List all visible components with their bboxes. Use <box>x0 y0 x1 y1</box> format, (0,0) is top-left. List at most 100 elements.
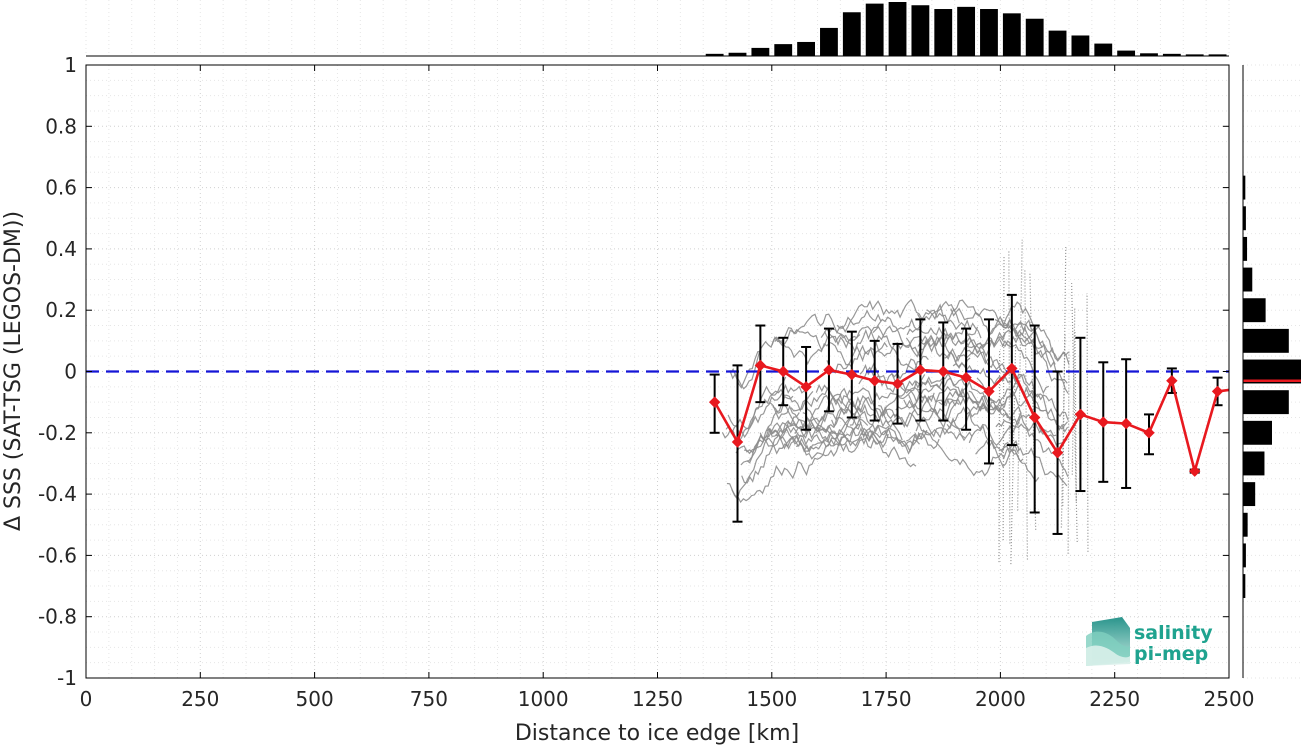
scatter-track <box>729 309 882 390</box>
right-histogram-bar <box>1243 451 1265 476</box>
top-histogram-bar <box>797 41 816 56</box>
scatter-track <box>858 366 926 392</box>
top-histogram-bar <box>1162 53 1181 56</box>
right-histogram-bar <box>1243 267 1253 292</box>
mean-marker <box>754 359 767 372</box>
scatter-track <box>746 394 836 464</box>
top-histogram-bar <box>1025 18 1044 57</box>
top-histogram-bar <box>705 53 724 56</box>
scatter-track <box>905 433 940 450</box>
mean-marker <box>1211 385 1224 398</box>
scatter-track <box>1029 271 1037 530</box>
mean-marker <box>1143 427 1155 439</box>
top-histogram-bar <box>957 6 976 56</box>
scatter-track <box>895 392 935 416</box>
scatter-track <box>1016 239 1023 511</box>
scatter-track <box>998 351 1001 563</box>
scatter-track <box>820 318 979 345</box>
top-histogram-bar <box>911 5 930 57</box>
mean-marker <box>868 374 881 387</box>
y-tick-label: -1 <box>57 666 77 690</box>
axis-ticks <box>85 64 1230 679</box>
logo-wave-icon <box>1086 617 1130 666</box>
mean-marker <box>983 385 995 398</box>
top-histogram-bar <box>1002 13 1021 56</box>
scatter-track <box>1071 283 1078 542</box>
scatter-track <box>844 417 903 441</box>
x-tick-label: 1500 <box>746 687 797 711</box>
scatter-track <box>815 372 968 414</box>
mean-marker <box>891 378 904 390</box>
top-histogram-bar <box>774 44 793 56</box>
mean-line <box>713 363 1229 477</box>
top-histogram <box>85 0 1230 57</box>
scatter-track <box>968 373 1069 433</box>
scatter-track <box>968 424 1020 453</box>
top-histogram-bar <box>820 27 838 56</box>
scatter-track <box>1071 307 1076 475</box>
right-histogram-bar <box>1243 206 1246 231</box>
mean-marker <box>777 365 789 378</box>
scatter-track <box>924 417 973 442</box>
scatter-track <box>995 411 1068 446</box>
right-histogram-bar <box>1243 390 1289 415</box>
scatter-track <box>771 326 861 351</box>
mean-marker <box>937 365 949 378</box>
logo-line1: salinity <box>1134 622 1213 644</box>
scatter-track <box>826 341 888 374</box>
right-histogram-bar <box>1243 512 1248 537</box>
scatter-track <box>766 428 877 453</box>
mean-marker <box>1051 447 1064 459</box>
mean-marker <box>1166 374 1178 387</box>
y-axis-label: Δ SSS (SAT-TSG (LEGOS-DM)) <box>1 211 26 531</box>
x-tick-label: 0 <box>80 687 93 711</box>
scatter-track <box>878 388 1030 415</box>
y-tick-label: 0.4 <box>45 237 77 261</box>
x-tick-label: 2250 <box>1089 687 1140 711</box>
y-tick-label: 0.6 <box>45 176 77 200</box>
top-histogram-bars <box>705 2 1227 57</box>
right-histogram-bar <box>1243 543 1246 568</box>
top-histogram-bar <box>865 3 884 57</box>
mean-marker <box>1189 465 1201 477</box>
top-histogram-bar <box>1094 43 1113 56</box>
scatter-track <box>915 422 1024 477</box>
mean-marker <box>1028 411 1041 424</box>
mean-marker <box>1097 416 1109 428</box>
mean-marker <box>1074 408 1087 421</box>
scatter-track <box>906 303 960 336</box>
scatter-track <box>731 427 845 500</box>
top-histogram-bar <box>728 52 747 56</box>
mean-marker <box>914 364 927 376</box>
top-histogram-bar <box>1185 54 1204 56</box>
right-histogram <box>1242 64 1302 679</box>
mean-marker <box>708 396 721 408</box>
scatter-track <box>945 387 979 407</box>
mean-marker <box>731 436 744 448</box>
top-histogram-bar <box>751 47 770 56</box>
right-histogram-bar <box>1243 574 1246 599</box>
right-histogram-bar <box>1243 482 1256 507</box>
logo-line2: pi-mep <box>1134 643 1208 665</box>
right-histogram-bar <box>1243 420 1272 445</box>
scatter-track <box>836 298 923 329</box>
scatter-track <box>772 387 916 439</box>
x-tick-label: 500 <box>296 687 334 711</box>
right-histogram-bar <box>1243 175 1246 200</box>
mean-marker <box>960 371 972 384</box>
top-histogram-bar <box>1117 50 1136 56</box>
scatter-track <box>1086 293 1089 552</box>
y-tick-label: -0.4 <box>38 482 77 506</box>
y-tick-label: 0.8 <box>45 114 77 138</box>
x-tick-label: 250 <box>181 687 219 711</box>
scatter-track <box>740 395 794 466</box>
x-tick-label: 1000 <box>518 687 569 711</box>
scatter-track <box>815 416 869 436</box>
y-tick-label: -0.6 <box>38 543 77 567</box>
mean-marker <box>823 364 835 376</box>
y-tick-labels: -1 -0.8 -0.6 -0.4 -0.2 0 0.2 0.4 0.6 0.8 1 <box>38 53 77 690</box>
x-tick-labels: 0 250 500 750 1000 1250 1500 1750 2000 2250 2500 <box>80 687 1255 711</box>
plot-area <box>85 64 1230 679</box>
right-histogram-bars <box>1243 175 1301 599</box>
scatter-track <box>917 309 1069 361</box>
